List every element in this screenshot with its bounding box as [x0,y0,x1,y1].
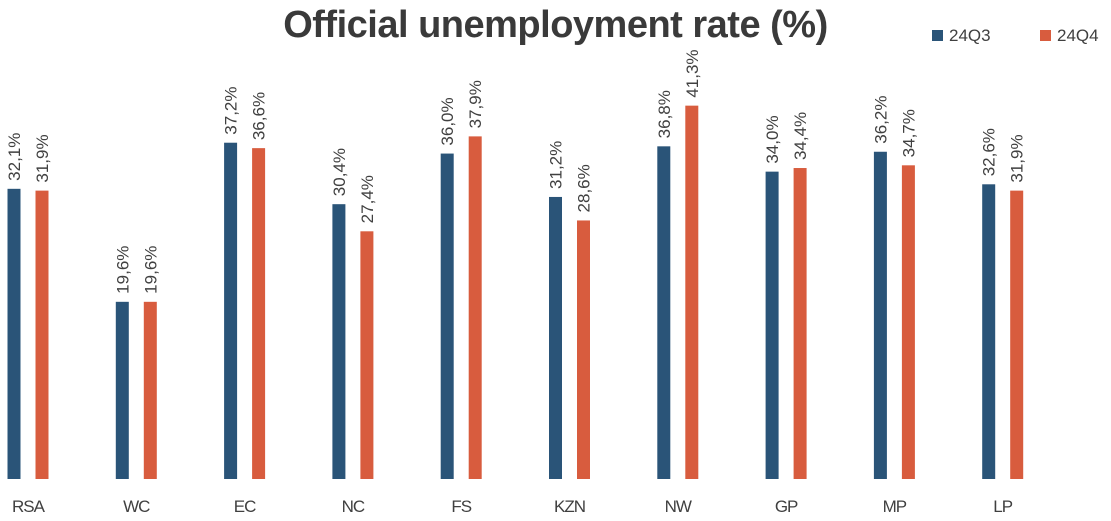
bar-24q4-ec [252,148,266,480]
bar-24q3-mp [873,151,887,479]
data-label-24q4-lp: 31,9% [1008,134,1027,182]
x-tick-label-ec: EC [234,497,256,516]
bar-24q3-rsa [7,188,21,480]
data-label-24q4-nc: 27,4% [358,175,377,223]
data-label-24q4-gp: 34,4% [791,112,810,160]
bar-24q3-fs [440,153,454,479]
chart-title: Official unemployment rate (%) [283,4,828,46]
legend-label-24q3: 24Q3 [949,26,991,45]
bar-24q3-ec [224,142,238,479]
bar-24q3-gp [765,171,779,479]
x-tick-label-rsa: RSA [12,497,46,516]
data-label-24q3-wc: 19,6% [113,246,132,294]
x-tick-label-fs: FS [451,497,471,516]
data-label-24q3-gp: 34,0% [763,115,782,163]
x-tick-label-nc: NC [342,497,365,516]
bar-24q4-lp [1010,190,1024,479]
bar-24q3-nw [657,146,671,479]
legend-label-24q4: 24Q4 [1057,26,1099,45]
data-label-24q3-lp: 32,6% [980,128,999,176]
bar-24q3-kzn [549,196,562,479]
legend-item-24q4: 24Q4 [1040,26,1099,46]
legend-swatch-24q3 [932,30,943,41]
bar-24q4-wc [143,301,157,479]
data-label-24q4-fs: 37,9% [466,80,485,128]
legend-item-24q3: 24Q3 [932,26,991,46]
data-label-24q3-nw: 36,8% [655,90,674,138]
data-label-24q3-ec: 37,2% [222,87,241,135]
bar-24q4-kzn [577,220,590,479]
data-label-24q3-fs: 36,0% [438,97,457,145]
x-tick-label-lp: LP [993,497,1012,516]
data-label-24q4-rsa: 31,9% [33,134,52,182]
bar-24q4-mp [901,165,915,479]
data-label-24q4-nw: 41,3% [683,49,702,97]
data-label-24q4-mp: 34,7% [899,109,918,157]
x-tick-label-wc: WC [123,497,150,516]
data-label-24q4-kzn: 28,6% [575,164,594,212]
bar-24q3-nc [332,204,346,479]
data-label-24q3-kzn: 31,2% [547,141,566,189]
bar-24q3-wc [115,301,129,479]
bar-24q4-nc [360,231,374,479]
data-label-24q3-nc: 30,4% [330,148,349,196]
x-tick-label-nw: NW [665,497,692,516]
bar-24q4-fs [468,136,482,479]
bar-24q4-gp [793,168,807,480]
legend-swatch-24q4 [1040,30,1051,41]
data-label-24q3-rsa: 32,1% [5,133,24,181]
x-tick-label-gp: GP [775,497,798,516]
bar-24q4-nw [685,105,699,479]
data-label-24q3-mp: 36,2% [871,96,890,144]
x-tick-label-kzn: KZN [554,497,585,516]
bar-24q4-rsa [35,190,49,479]
bar-24q3-lp [982,184,996,479]
data-label-24q4-wc: 19,6% [141,246,160,294]
data-label-24q4-ec: 36,6% [250,92,269,140]
x-tick-label-mp: MP [883,497,907,516]
